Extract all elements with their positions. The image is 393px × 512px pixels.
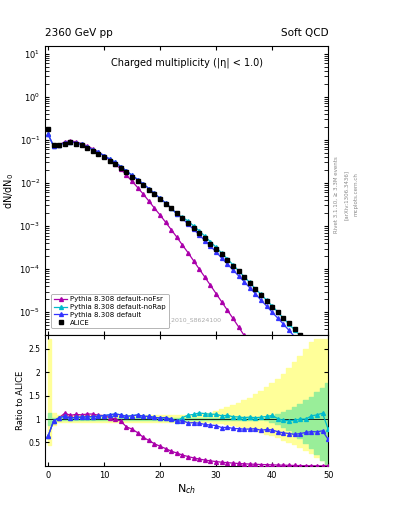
Pythia 8.308 default xyxy=(46,131,50,137)
Pythia 8.308 default-noRap xyxy=(326,385,331,391)
Pythia 8.308 default xyxy=(130,172,134,178)
Pythia 8.308 default-noFsr xyxy=(130,178,134,184)
Pythia 8.308 default-noFsr xyxy=(135,184,140,190)
ALICE xyxy=(231,263,235,269)
Line: Pythia 8.308 default-noRap: Pythia 8.308 default-noRap xyxy=(46,132,330,389)
Pythia 8.308 default-noRap xyxy=(231,262,235,268)
Pythia 8.308 default-noFsr xyxy=(231,315,235,322)
ALICE xyxy=(46,126,50,132)
Pythia 8.308 default-noRap xyxy=(247,280,252,286)
Pythia 8.308 default xyxy=(320,362,325,368)
Pythia 8.308 default xyxy=(135,177,140,183)
Pythia 8.308 default xyxy=(231,267,235,273)
Pythia 8.308 default-noFsr xyxy=(247,340,252,346)
Pythia 8.308 default-noRap xyxy=(46,131,50,137)
X-axis label: N$_{ch}$: N$_{ch}$ xyxy=(177,482,196,496)
Line: ALICE: ALICE xyxy=(46,126,331,385)
Text: mcplots.cern.ch: mcplots.cern.ch xyxy=(354,173,359,217)
ALICE xyxy=(326,380,331,386)
Text: ALICE_2010_S8624100: ALICE_2010_S8624100 xyxy=(151,317,222,323)
ALICE xyxy=(320,356,325,362)
Text: Rivet 3.1.10, ≥ 3.3M events: Rivet 3.1.10, ≥ 3.3M events xyxy=(334,156,339,233)
Pythia 8.308 default-noRap xyxy=(107,156,112,162)
Line: Pythia 8.308 default-noFsr: Pythia 8.308 default-noFsr xyxy=(46,132,330,499)
Pythia 8.308 default xyxy=(326,390,331,396)
Y-axis label: dN/dN$_0$: dN/dN$_0$ xyxy=(3,172,17,208)
Y-axis label: Ratio to ALICE: Ratio to ALICE xyxy=(17,371,26,430)
Text: [arXiv:1306.3436]: [arXiv:1306.3436] xyxy=(344,169,349,220)
Pythia 8.308 default-noFsr xyxy=(107,157,112,163)
ALICE xyxy=(247,280,252,286)
Text: Charged multiplicity (|η| < 1.0): Charged multiplicity (|η| < 1.0) xyxy=(111,58,263,68)
Text: Soft QCD: Soft QCD xyxy=(281,28,328,38)
Pythia 8.308 default-noFsr xyxy=(320,474,325,480)
Pythia 8.308 default-noRap xyxy=(320,354,325,360)
Pythia 8.308 default-noFsr xyxy=(46,131,50,137)
ALICE xyxy=(107,158,112,164)
Pythia 8.308 default-noFsr xyxy=(326,495,331,501)
Legend: Pythia 8.308 default-noFsr, Pythia 8.308 default-noRap, Pythia 8.308 default, AL: Pythia 8.308 default-noFsr, Pythia 8.308… xyxy=(51,293,169,328)
Pythia 8.308 default xyxy=(247,285,252,291)
Pythia 8.308 default-noRap xyxy=(135,177,140,183)
ALICE xyxy=(130,174,134,180)
Pythia 8.308 default-noRap xyxy=(130,172,134,178)
ALICE xyxy=(135,178,140,184)
Text: 2360 GeV pp: 2360 GeV pp xyxy=(45,28,113,38)
Pythia 8.308 default xyxy=(107,156,112,162)
Line: Pythia 8.308 default: Pythia 8.308 default xyxy=(46,132,330,395)
